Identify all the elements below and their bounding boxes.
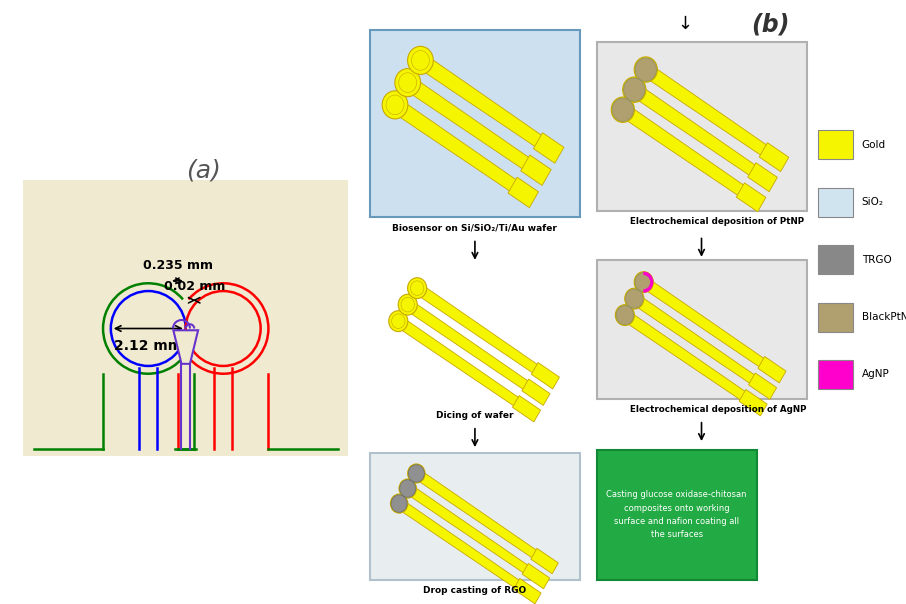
Text: AgNP: AgNP (862, 370, 890, 379)
Polygon shape (748, 373, 776, 399)
Text: (b): (b) (751, 12, 790, 36)
Circle shape (634, 272, 653, 292)
Polygon shape (534, 133, 564, 163)
Circle shape (382, 91, 408, 119)
Polygon shape (405, 300, 538, 396)
FancyBboxPatch shape (817, 303, 853, 332)
FancyBboxPatch shape (817, 188, 853, 217)
Polygon shape (405, 484, 538, 580)
Wedge shape (644, 272, 653, 292)
Circle shape (635, 58, 657, 81)
Text: 0.235 mm: 0.235 mm (142, 259, 213, 272)
Circle shape (386, 95, 404, 115)
Text: 0.02 mm: 0.02 mm (163, 280, 225, 293)
FancyBboxPatch shape (817, 245, 853, 274)
Polygon shape (522, 379, 550, 405)
Text: Dicing of wafer: Dicing of wafer (436, 411, 514, 420)
Circle shape (399, 479, 417, 498)
Circle shape (390, 494, 408, 513)
Polygon shape (759, 143, 789, 172)
Circle shape (408, 464, 425, 483)
Circle shape (625, 288, 644, 309)
Circle shape (615, 304, 634, 326)
Polygon shape (414, 283, 548, 380)
Text: SiO₂: SiO₂ (862, 198, 883, 207)
Circle shape (395, 69, 420, 97)
Text: Biosensor on Si/SiO₂/Ti/Au wafer: Biosensor on Si/SiO₂/Ti/Au wafer (392, 223, 557, 233)
Polygon shape (531, 548, 558, 574)
Circle shape (389, 310, 408, 332)
Text: ↓: ↓ (678, 15, 692, 33)
Polygon shape (620, 104, 754, 202)
Polygon shape (396, 316, 529, 413)
Circle shape (411, 51, 429, 70)
FancyBboxPatch shape (817, 360, 853, 389)
Polygon shape (514, 579, 541, 604)
Text: 2.12 mm: 2.12 mm (114, 339, 182, 353)
Polygon shape (522, 564, 550, 589)
FancyBboxPatch shape (24, 180, 348, 455)
Polygon shape (391, 98, 526, 198)
Circle shape (409, 464, 424, 482)
Circle shape (410, 281, 424, 295)
Circle shape (399, 294, 418, 315)
Circle shape (634, 57, 658, 82)
Polygon shape (641, 277, 775, 374)
Polygon shape (397, 499, 529, 595)
Polygon shape (404, 76, 539, 176)
Text: TRGO: TRGO (862, 255, 892, 265)
Polygon shape (747, 162, 777, 191)
Circle shape (635, 272, 652, 292)
Polygon shape (414, 469, 546, 565)
Circle shape (623, 78, 645, 101)
Circle shape (622, 77, 646, 102)
Polygon shape (508, 177, 538, 208)
Polygon shape (739, 390, 767, 416)
Circle shape (400, 480, 416, 497)
Polygon shape (521, 155, 551, 185)
Polygon shape (737, 183, 766, 212)
Circle shape (399, 73, 417, 92)
Text: Electrochemical deposition of PtNP: Electrochemical deposition of PtNP (630, 217, 804, 226)
Polygon shape (758, 356, 786, 383)
Circle shape (625, 289, 643, 308)
Circle shape (391, 495, 407, 512)
Text: Drop casting of RGO: Drop casting of RGO (423, 586, 526, 595)
Polygon shape (631, 84, 766, 182)
Polygon shape (417, 54, 552, 153)
Text: Electrochemical deposition of AgNP: Electrochemical deposition of AgNP (630, 405, 806, 414)
Circle shape (111, 291, 186, 366)
Text: BlackPtNP: BlackPtNP (862, 312, 906, 322)
FancyBboxPatch shape (596, 260, 806, 399)
Circle shape (186, 291, 261, 366)
Text: (a): (a) (186, 159, 221, 183)
Polygon shape (642, 63, 777, 162)
FancyBboxPatch shape (370, 453, 580, 580)
Polygon shape (631, 294, 765, 390)
Circle shape (408, 47, 433, 74)
Polygon shape (513, 396, 541, 422)
Circle shape (401, 297, 414, 312)
Text: Casting glucose oxidase-chitosan
composites onto working
surface and nafion coat: Casting glucose oxidase-chitosan composi… (606, 490, 747, 539)
Circle shape (391, 314, 405, 329)
Circle shape (612, 98, 633, 121)
FancyBboxPatch shape (370, 30, 580, 217)
FancyBboxPatch shape (817, 130, 853, 159)
Circle shape (612, 97, 634, 123)
Polygon shape (622, 310, 756, 407)
FancyBboxPatch shape (596, 450, 757, 580)
Polygon shape (531, 362, 559, 389)
FancyBboxPatch shape (596, 42, 806, 211)
Text: Gold: Gold (862, 140, 886, 150)
Circle shape (408, 278, 427, 298)
Polygon shape (173, 330, 198, 364)
Circle shape (616, 306, 633, 325)
